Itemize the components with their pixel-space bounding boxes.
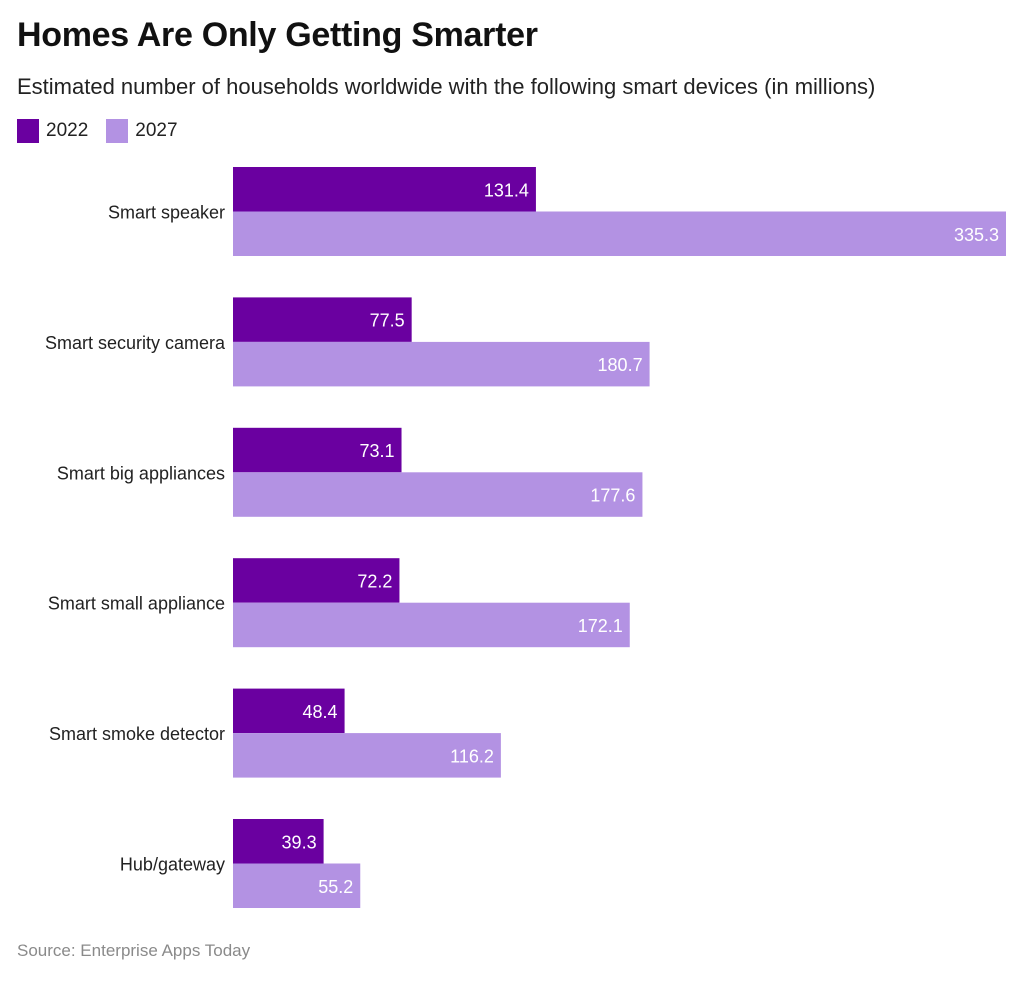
chart-title: Homes Are Only Getting Smarter: [17, 16, 538, 54]
category-label: Smart speaker: [108, 203, 225, 223]
category-group-smart-security-camera: Smart security camera 77.5 180.7: [45, 297, 650, 387]
data-label-2027-hub-gateway: 55.2: [318, 877, 353, 897]
bar-2027-hub-gateway: [233, 863, 361, 908]
legend-label-2022: 2022: [46, 120, 89, 141]
bar-2022-smart-small-appliance: [233, 558, 400, 603]
bar-2022-smart-speaker: [233, 167, 536, 212]
bar-2022-smart-smoke-detector: [233, 688, 345, 734]
category-label: Smart small appliance: [48, 594, 225, 614]
data-label-2022-smart-smoke-detector: 48.4: [303, 702, 338, 722]
bar-2027-smart-small-appliance: [233, 602, 630, 648]
bar-2027-smart-speaker: [233, 211, 1006, 256]
data-label-2027-smart-smoke-detector: 116.2: [450, 746, 494, 766]
category-group-hub-gateway: Hub/gateway 39.3 55.2: [120, 819, 361, 908]
data-label-2027-smart-speaker: 335.3: [954, 225, 999, 245]
bar-2022-smart-big-appliances: [233, 427, 402, 473]
legend-label-2027: 2027: [135, 120, 178, 141]
category-label: Smart security camera: [45, 333, 226, 353]
data-label-2027-smart-security-camera: 180.7: [598, 355, 643, 375]
legend-swatch-2027: [106, 119, 129, 143]
category-label: Smart smoke detector: [49, 724, 225, 744]
category-group-smart-small-appliance: Smart small appliance 72.2 172.1: [48, 558, 630, 648]
data-label-2022-smart-security-camera: 77.5: [370, 311, 405, 331]
legend-swatch-2022: [17, 119, 39, 143]
legend: 2022 2027: [17, 119, 178, 143]
category-label: Hub/gateway: [120, 855, 225, 875]
source-note: Source: Enterprise Apps Today: [17, 941, 251, 960]
data-label-2027-smart-small-appliance: 172.1: [578, 616, 623, 636]
category-label: Smart big appliances: [57, 463, 225, 483]
legend-item-2022: 2022: [17, 119, 88, 143]
legend-item-2027: 2027: [106, 119, 178, 143]
chart-subtitle: Estimated number of households worldwide…: [17, 74, 876, 99]
data-label-2022-smart-small-appliance: 72.2: [357, 571, 392, 591]
data-label-2022-hub-gateway: 39.3: [282, 832, 317, 852]
category-group-smart-smoke-detector: Smart smoke detector 48.4 116.2: [49, 688, 501, 778]
category-group-smart-speaker: Smart speaker 131.4 335.3: [108, 167, 1006, 256]
data-label-2022-smart-big-appliances: 73.1: [359, 441, 394, 461]
bar-2027-smart-big-appliances: [233, 472, 643, 517]
bar-2022-smart-security-camera: [233, 297, 412, 342]
data-label-2022-smart-speaker: 131.4: [484, 180, 529, 200]
bar-2027-smart-smoke-detector: [233, 733, 501, 778]
bar-2022-hub-gateway: [233, 819, 324, 864]
bar-2027-smart-security-camera: [233, 341, 650, 387]
category-group-smart-big-appliances: Smart big appliances 73.1 177.6: [57, 427, 643, 517]
data-label-2027-smart-big-appliances: 177.6: [590, 486, 635, 506]
